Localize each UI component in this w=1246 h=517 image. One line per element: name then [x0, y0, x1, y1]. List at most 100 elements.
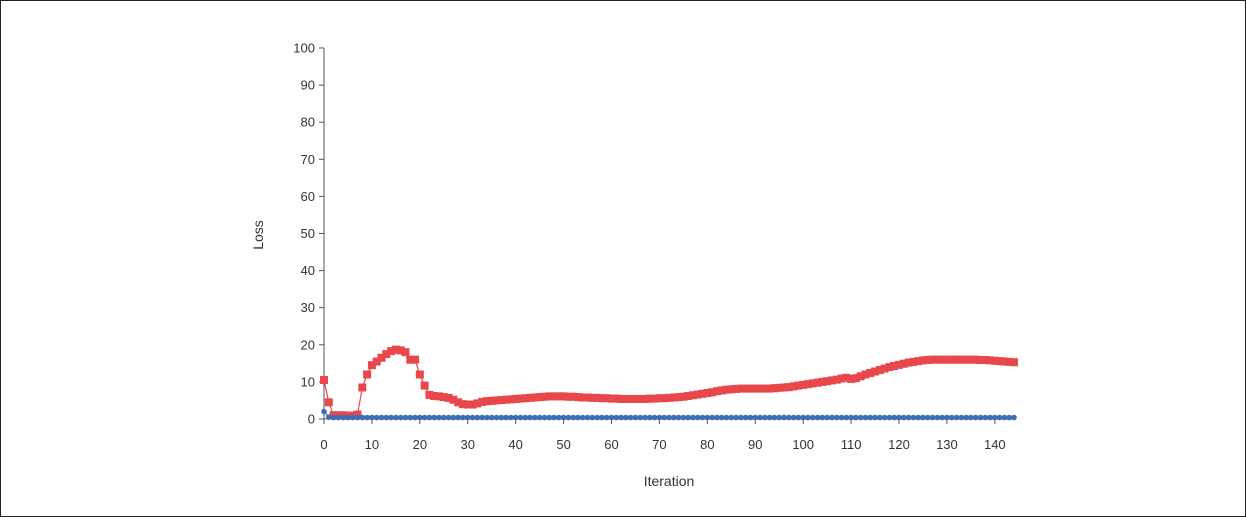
series-1-point — [808, 379, 817, 388]
series-2-point — [924, 414, 931, 421]
series-1-point — [732, 384, 741, 393]
series-1-point — [415, 370, 424, 379]
series-1-point — [847, 374, 856, 383]
series-2-point — [853, 414, 859, 421]
series-1-point — [559, 392, 568, 401]
series-2-point — [680, 414, 687, 421]
series-1-point — [430, 391, 439, 400]
series-1-point — [818, 377, 827, 386]
series-1-point — [320, 376, 328, 385]
series-1-point — [377, 353, 386, 362]
series-1-point — [454, 398, 463, 407]
series-2-point — [910, 414, 917, 421]
series-1-point — [871, 367, 880, 376]
series-1-point — [918, 356, 927, 365]
series-1-point — [736, 384, 745, 393]
series-1-point — [856, 372, 865, 381]
series-1-point — [957, 355, 966, 364]
series-1-point — [866, 368, 875, 377]
y-tick-label: 100 — [293, 41, 315, 56]
series-1-point — [655, 394, 664, 403]
series-1-point — [995, 357, 1004, 366]
series-1-point — [497, 396, 506, 405]
series-2-point — [493, 414, 500, 421]
series-1-point — [698, 389, 707, 398]
series-1-point — [751, 384, 760, 393]
series-2-point — [579, 414, 586, 421]
series-2-point — [455, 414, 461, 421]
series-2-point — [963, 414, 969, 421]
series-2-point — [738, 414, 744, 421]
x-tick-label: 50 — [556, 437, 570, 452]
x-tick-label: 70 — [652, 437, 666, 452]
series-2-point — [872, 414, 878, 421]
series-2-point — [881, 414, 888, 421]
series-2-point — [474, 414, 481, 421]
series-2-point — [632, 414, 639, 421]
series-1-point — [660, 394, 669, 403]
series-2-point — [565, 414, 572, 421]
series-2-point — [546, 414, 553, 421]
series-2-point — [920, 414, 926, 421]
series-2-point — [1001, 414, 1008, 421]
series-2-point — [714, 414, 720, 421]
series-2-point — [747, 414, 754, 421]
series-1-point — [1010, 358, 1018, 367]
series-1-point — [588, 393, 597, 402]
x-tick-label: 30 — [461, 437, 475, 452]
x-tick-label: 60 — [604, 437, 618, 452]
x-axis-title: Iteration — [644, 473, 695, 489]
series-2-point — [613, 414, 620, 421]
series-1-point — [607, 394, 616, 403]
series-1-point — [990, 356, 999, 365]
series-2-point — [551, 414, 557, 421]
series-1-point — [550, 392, 558, 401]
series-1-point — [780, 383, 788, 392]
x-tick-label: 120 — [888, 437, 910, 452]
series-2-point — [790, 414, 797, 421]
series-2-point — [570, 414, 576, 421]
series-1-point — [890, 361, 899, 370]
series-1-point — [631, 394, 640, 403]
series-1-point — [593, 393, 602, 402]
series-1-point — [521, 394, 530, 403]
series-2-point — [694, 414, 701, 421]
series-1-point — [674, 393, 683, 402]
series-1-point — [449, 395, 458, 404]
series-1-point — [923, 356, 932, 365]
series-2-point — [958, 414, 965, 421]
series-1-point — [765, 384, 774, 393]
series-1-point — [526, 393, 535, 402]
series-1-point — [966, 355, 975, 364]
series-2-point — [1011, 414, 1017, 421]
series-2-point — [618, 414, 624, 421]
series-1-point — [722, 385, 731, 394]
series-1-point — [372, 357, 381, 366]
series-2-point — [809, 414, 816, 421]
series-2-point — [488, 414, 495, 421]
series-2-point — [824, 414, 830, 421]
series-2-point — [757, 414, 763, 421]
series-2-point — [776, 414, 783, 421]
series-1-point — [895, 360, 903, 369]
series-1-point — [794, 381, 803, 390]
series-2-point — [536, 414, 543, 421]
series-2-point — [843, 414, 850, 421]
series-2-point — [666, 414, 672, 421]
series-2-point — [877, 414, 883, 421]
series-1-point — [641, 394, 650, 403]
series-2-point — [560, 414, 567, 421]
series-2-point — [785, 414, 792, 421]
series-1-point — [885, 363, 894, 372]
series-2-point — [541, 414, 548, 421]
y-tick-label: 10 — [301, 374, 315, 389]
series-1-point — [468, 400, 477, 409]
series-2-point — [675, 414, 682, 421]
series-1-point — [626, 394, 635, 403]
series-2-point — [388, 414, 394, 421]
y-tick-label: 30 — [301, 300, 315, 315]
series-1-point — [756, 384, 765, 393]
series-1-point — [684, 391, 693, 400]
series-2-point — [589, 414, 596, 421]
